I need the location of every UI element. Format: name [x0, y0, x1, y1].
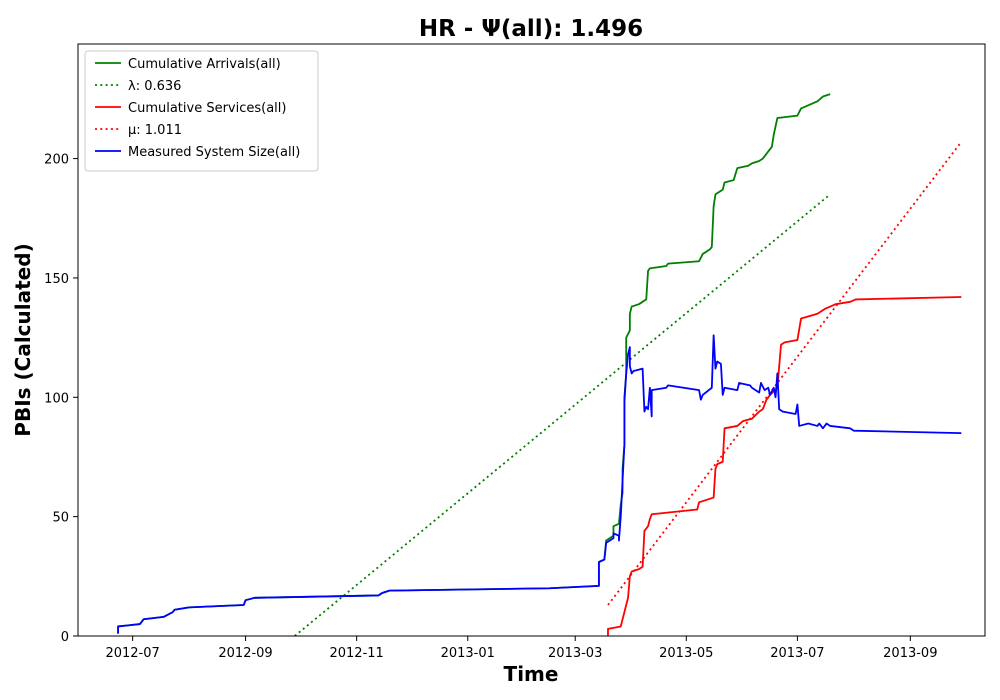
legend-entry-measured-system-size-all: Measured System Size(all): [128, 145, 300, 160]
series-line-4: [607, 141, 963, 606]
y-tick-label: 200: [44, 153, 69, 168]
x-tick-label: 2013-01: [441, 646, 495, 661]
series-line-5: [117, 334, 962, 634]
y-axis-ticks: 0 50 100 150 200: [44, 153, 78, 645]
legend-entry-0-636: λ: 0.636: [128, 79, 181, 94]
y-tick-label: 150: [44, 272, 69, 287]
x-tick-label: 2013-05: [659, 646, 713, 661]
legend-entry-1-011: μ: 1.011: [128, 123, 182, 138]
y-tick-label: 50: [52, 511, 69, 526]
x-tick-label: 2013-07: [770, 646, 824, 661]
legend-entry-cumulative-services-all: Cumulative Services(all): [128, 101, 286, 116]
x-tick-label: 2013-03: [548, 646, 602, 661]
legend-box: [84, 50, 319, 172]
y-axis-title: PBIs (Calculated): [11, 243, 35, 436]
chart-title: HR - Ψ(all): 1.496: [419, 16, 643, 42]
y-tick-label: 0: [61, 630, 69, 645]
x-tick-label: 2013-09: [883, 646, 937, 661]
plot-lines: [117, 93, 963, 636]
series-line-2: [294, 193, 831, 636]
x-tick-label: 2012-07: [105, 646, 159, 661]
x-tick-label: 2012-11: [329, 646, 383, 661]
x-tick-label: 2012-09: [218, 646, 272, 661]
x-axis-ticks: 2012-07 2012-09 2012-11 2013-01 2013-03 2013-…: [105, 636, 937, 661]
x-axis-title: Time: [504, 662, 559, 686]
legend-entry-cumulative-arrivals-all: Cumulative Arrivals(all): [128, 57, 281, 72]
series-line-3: [607, 296, 962, 636]
plot-frame: [77, 43, 986, 637]
y-tick-label: 100: [44, 391, 69, 406]
legend: Cumulative Arrivals(all) λ: 0.636 Cumulati…: [84, 50, 319, 172]
